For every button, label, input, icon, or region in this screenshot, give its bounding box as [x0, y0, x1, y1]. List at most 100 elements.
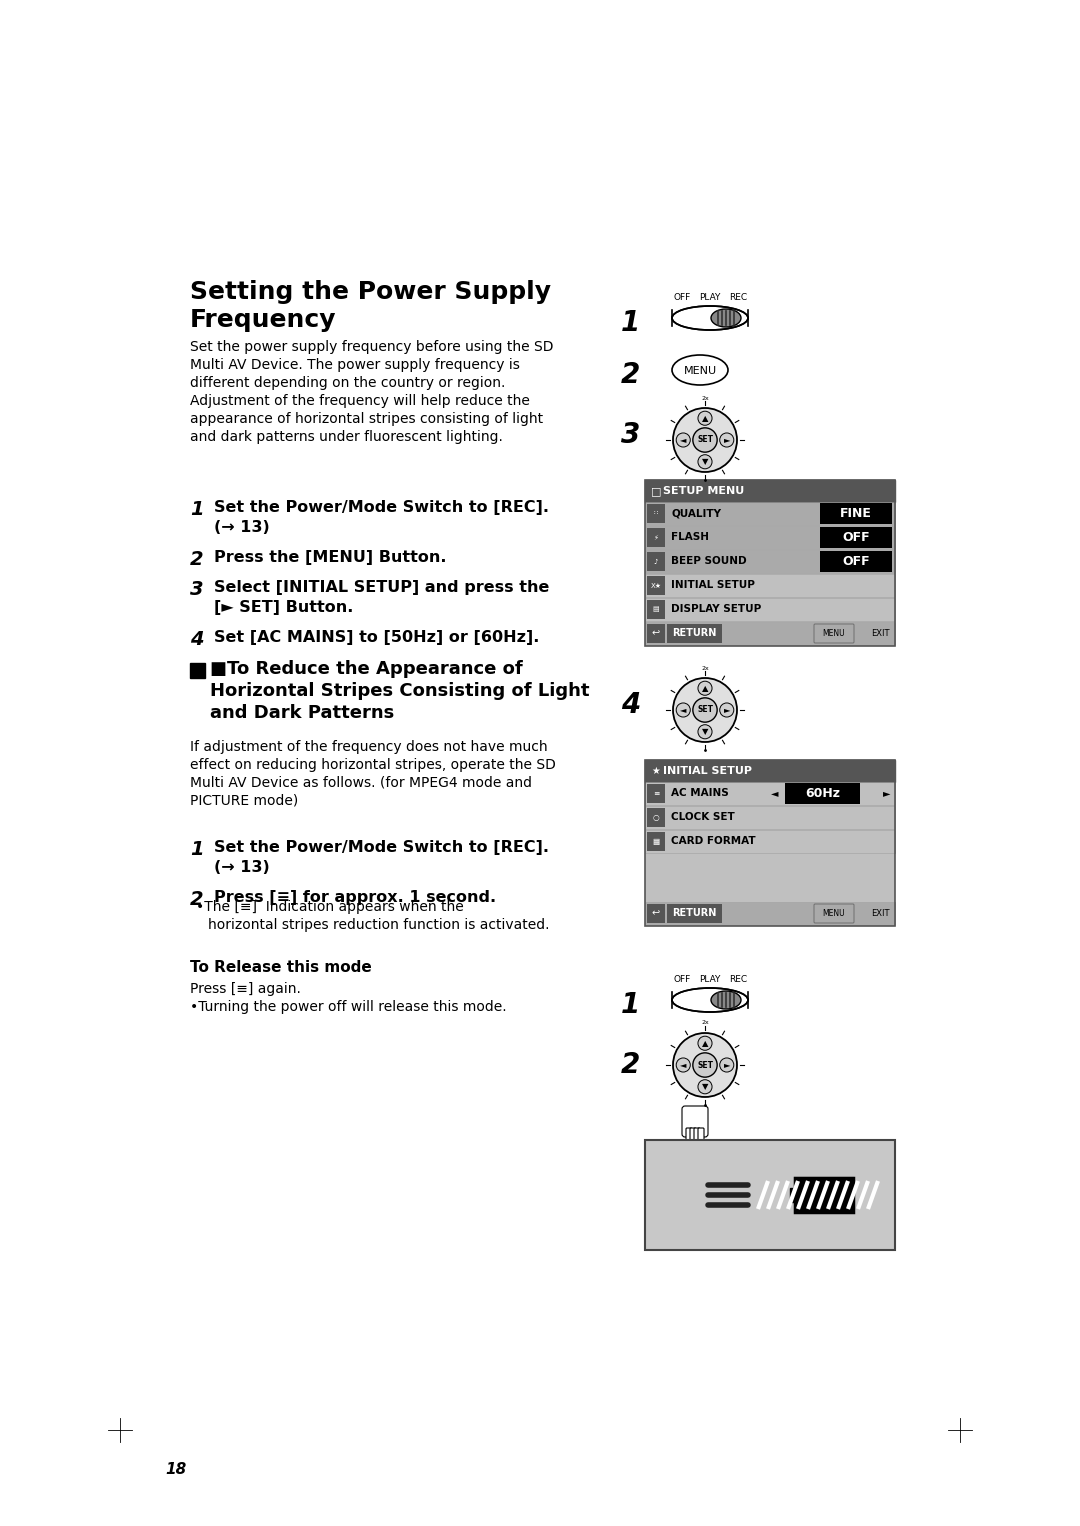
Circle shape — [698, 681, 712, 696]
FancyBboxPatch shape — [645, 526, 895, 549]
FancyBboxPatch shape — [645, 623, 895, 645]
Text: ◄: ◄ — [680, 1061, 687, 1070]
Text: SET: SET — [697, 435, 713, 444]
Text: INITIAL SETUP: INITIAL SETUP — [671, 580, 755, 591]
FancyBboxPatch shape — [647, 552, 665, 571]
Text: ∷: ∷ — [653, 511, 658, 516]
Text: ♪: ♪ — [653, 559, 658, 565]
Ellipse shape — [711, 990, 741, 1009]
Text: 2: 2 — [190, 890, 204, 909]
FancyBboxPatch shape — [681, 1106, 708, 1137]
Text: 4: 4 — [621, 691, 640, 719]
Text: ◄: ◄ — [680, 705, 687, 714]
Text: ○: ○ — [652, 813, 659, 823]
Text: PLAY: PLAY — [700, 293, 720, 302]
Text: 4: 4 — [190, 630, 204, 649]
FancyBboxPatch shape — [645, 1140, 895, 1250]
Text: 2x: 2x — [701, 1021, 708, 1025]
Text: ►: ► — [724, 1061, 730, 1070]
Text: Press [≡] again.: Press [≡] again. — [190, 983, 301, 996]
Text: Set [AC MAINS] to [50Hz] or [60Hz].: Set [AC MAINS] to [50Hz] or [60Hz]. — [214, 630, 539, 645]
Text: horizontal stripes reduction function is activated.: horizontal stripes reduction function is… — [208, 919, 550, 932]
Text: 1: 1 — [621, 990, 640, 1019]
Text: FLASH: FLASH — [671, 533, 708, 543]
FancyBboxPatch shape — [647, 528, 665, 546]
Text: SETUP MENU: SETUP MENU — [663, 485, 744, 496]
Text: Set the power supply frequency before using the SD: Set the power supply frequency before us… — [190, 340, 554, 354]
Ellipse shape — [672, 356, 728, 385]
Text: ↩: ↩ — [652, 629, 660, 638]
Text: •Turning the power off will release this mode.: •Turning the power off will release this… — [190, 1000, 507, 1013]
Text: Adjustment of the frequency will help reduce the: Adjustment of the frequency will help re… — [190, 394, 530, 407]
Circle shape — [719, 1058, 733, 1073]
Text: 1: 1 — [190, 839, 204, 859]
FancyBboxPatch shape — [645, 855, 895, 902]
Text: OFF: OFF — [842, 531, 869, 543]
FancyBboxPatch shape — [667, 903, 723, 923]
Text: PICTURE mode): PICTURE mode) — [190, 794, 298, 807]
FancyBboxPatch shape — [820, 526, 892, 548]
Text: appearance of horizontal stripes consisting of light: appearance of horizontal stripes consist… — [190, 412, 543, 426]
FancyBboxPatch shape — [820, 551, 892, 572]
Circle shape — [698, 410, 712, 426]
Text: ▼: ▼ — [702, 728, 708, 736]
Text: Multi AV Device as follows. (for MPEG4 mode and: Multi AV Device as follows. (for MPEG4 m… — [190, 777, 532, 790]
Text: REC: REC — [729, 293, 747, 302]
FancyBboxPatch shape — [647, 600, 665, 620]
Text: (→ 13): (→ 13) — [214, 520, 270, 536]
FancyBboxPatch shape — [647, 784, 665, 803]
FancyBboxPatch shape — [698, 1128, 704, 1141]
Circle shape — [698, 725, 712, 739]
FancyBboxPatch shape — [647, 832, 665, 852]
Text: RETURN: RETURN — [672, 908, 716, 919]
Text: Multi AV Device. The power supply frequency is: Multi AV Device. The power supply freque… — [190, 359, 519, 372]
Text: CARD FORMAT: CARD FORMAT — [671, 836, 756, 847]
Text: BEEP SOUND: BEEP SOUND — [671, 557, 746, 566]
FancyBboxPatch shape — [190, 662, 205, 678]
Text: 2: 2 — [190, 549, 204, 569]
Text: 3: 3 — [621, 421, 640, 449]
FancyBboxPatch shape — [814, 903, 854, 923]
Text: OFF: OFF — [842, 555, 869, 568]
FancyBboxPatch shape — [647, 624, 665, 642]
Circle shape — [698, 1036, 712, 1050]
Text: ⚡: ⚡ — [653, 534, 659, 540]
Text: If adjustment of the frequency does not have much: If adjustment of the frequency does not … — [190, 740, 548, 754]
Circle shape — [676, 703, 690, 717]
Text: effect on reducing horizontal stripes, operate the SD: effect on reducing horizontal stripes, o… — [190, 758, 556, 772]
Text: X★: X★ — [650, 583, 661, 589]
FancyBboxPatch shape — [789, 1189, 796, 1202]
Text: MENU: MENU — [684, 366, 716, 375]
Circle shape — [719, 703, 733, 717]
Text: ▤: ▤ — [652, 606, 659, 612]
Text: ▲: ▲ — [702, 684, 708, 693]
Text: □: □ — [651, 485, 661, 496]
Circle shape — [693, 427, 717, 452]
Text: Set the Power/Mode Switch to [REC].: Set the Power/Mode Switch to [REC]. — [214, 501, 549, 514]
FancyBboxPatch shape — [820, 504, 892, 523]
Text: EXIT: EXIT — [870, 629, 889, 638]
Text: 2x: 2x — [701, 665, 708, 670]
Text: PLAY: PLAY — [700, 975, 720, 984]
Ellipse shape — [711, 308, 741, 327]
FancyBboxPatch shape — [795, 1178, 853, 1212]
Text: SET: SET — [697, 1061, 713, 1070]
Text: 18: 18 — [165, 1462, 186, 1477]
Text: 2: 2 — [621, 362, 640, 389]
Circle shape — [676, 1058, 690, 1073]
Circle shape — [693, 697, 717, 722]
Text: 3: 3 — [190, 580, 204, 600]
Text: ►: ► — [724, 435, 730, 444]
Text: DISPLAY SETUP: DISPLAY SETUP — [671, 604, 761, 615]
Text: ▲: ▲ — [702, 414, 708, 423]
Text: ↩: ↩ — [652, 908, 660, 919]
Text: Setting the Power Supply: Setting the Power Supply — [190, 279, 551, 304]
Text: ≡: ≡ — [652, 789, 659, 798]
Text: QUALITY: QUALITY — [671, 508, 721, 519]
FancyBboxPatch shape — [814, 624, 854, 642]
Text: ►: ► — [724, 705, 730, 714]
Circle shape — [698, 1080, 712, 1094]
Text: ◄: ◄ — [680, 435, 687, 444]
FancyBboxPatch shape — [647, 504, 665, 523]
Text: [► SET] Button.: [► SET] Button. — [214, 600, 353, 615]
